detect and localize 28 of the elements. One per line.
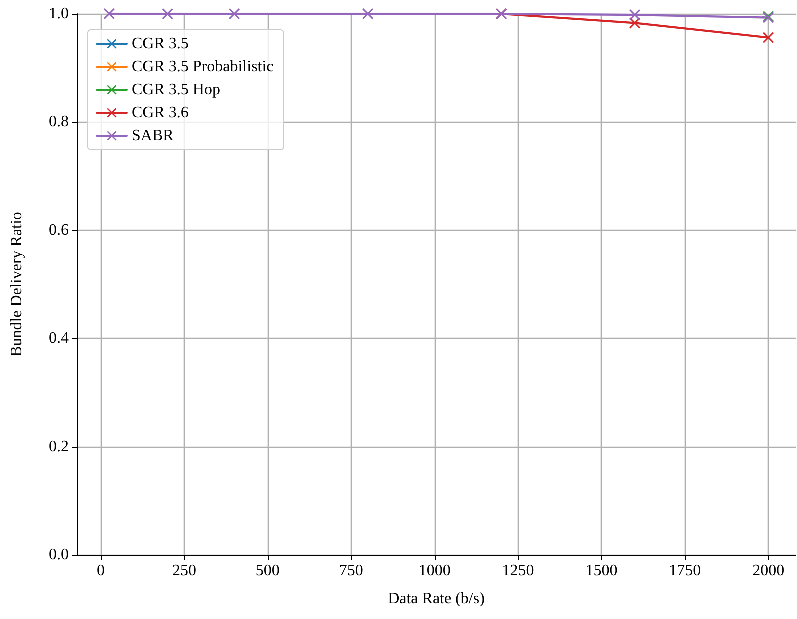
x-tick-label: 0 [97,562,106,580]
x-tick-label: 1000 [418,562,451,580]
legend-label: CGR 3.6 [132,104,189,122]
y-tick-label: 0.0 [49,546,69,564]
point [763,32,774,44]
y-tick-label: 0.2 [49,438,69,456]
legend-label: CGR 3.5 Probabilistic [132,58,274,76]
point [229,8,240,20]
x-tick-label: 500 [256,562,280,580]
x-tick-label: 1750 [669,562,702,580]
y-axis-title: Bundle Delivery Ratio [8,212,26,357]
point [104,8,115,20]
y-tick-label: 0.6 [49,222,69,239]
x-tick-label: 250 [172,562,196,580]
y-tick-label: 1.0 [49,6,69,22]
x-tick-label: 1500 [586,562,618,580]
y-tick-label: 0.4 [49,330,69,348]
point [162,8,174,20]
x-tick-label: 1250 [502,562,534,580]
point [362,8,374,20]
legend-label: CGR 3.5 Hop [132,82,220,98]
x-tick-label: 2000 [752,562,785,580]
x-tick-label: 750 [339,562,364,580]
x-axis-title: Data Rate (b/s) [388,590,485,608]
legend-label: CGR 3.5 [132,36,189,52]
legend-label: SABR [132,128,174,144]
point [630,10,641,21]
y-tick-label: 0.8 [49,114,69,131]
